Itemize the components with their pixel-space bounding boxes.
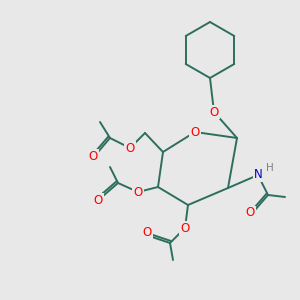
Text: H: H	[266, 163, 274, 173]
Text: O: O	[142, 226, 152, 239]
Text: O: O	[180, 221, 190, 235]
Text: O: O	[209, 106, 219, 118]
Text: O: O	[134, 185, 142, 199]
Text: O: O	[88, 149, 98, 163]
Text: O: O	[245, 206, 255, 220]
Text: N: N	[254, 169, 262, 182]
Text: O: O	[125, 142, 135, 154]
Text: O: O	[93, 194, 103, 206]
Text: O: O	[190, 125, 200, 139]
